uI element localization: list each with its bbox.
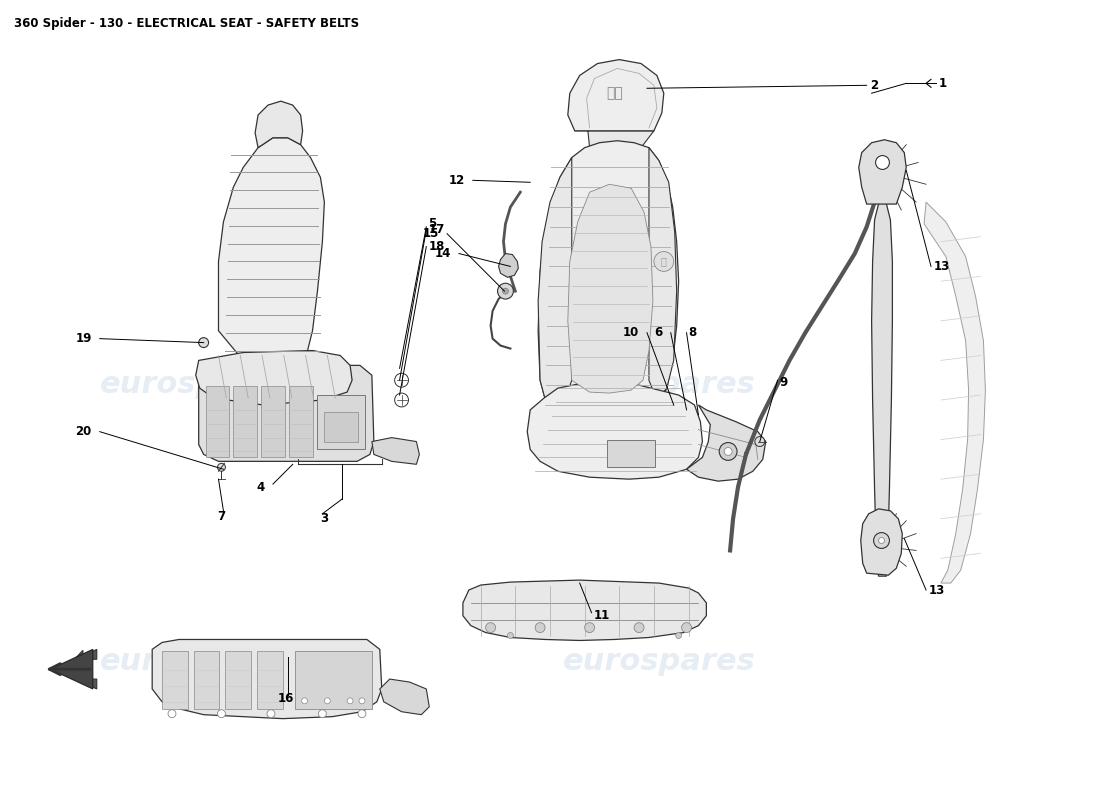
Text: 3: 3 xyxy=(320,512,329,526)
Polygon shape xyxy=(527,382,703,479)
Bar xyxy=(295,651,372,709)
Bar xyxy=(233,386,257,458)
Circle shape xyxy=(536,622,546,633)
Polygon shape xyxy=(538,158,572,410)
Circle shape xyxy=(301,698,308,704)
Polygon shape xyxy=(686,405,766,481)
Polygon shape xyxy=(219,138,324,372)
Text: 16: 16 xyxy=(277,692,294,706)
Circle shape xyxy=(497,283,514,299)
Circle shape xyxy=(876,155,890,170)
Polygon shape xyxy=(568,184,653,393)
Circle shape xyxy=(584,622,594,633)
Circle shape xyxy=(324,698,330,704)
Circle shape xyxy=(682,622,692,633)
Circle shape xyxy=(348,698,353,704)
Text: 2: 2 xyxy=(870,79,878,92)
Text: 360 Spider - 130 - ELECTRICAL SEAT - SAFETY BELTS: 360 Spider - 130 - ELECTRICAL SEAT - SAF… xyxy=(13,17,359,30)
Text: 20: 20 xyxy=(76,425,91,438)
Polygon shape xyxy=(498,254,518,278)
Polygon shape xyxy=(255,101,302,148)
Circle shape xyxy=(218,710,226,718)
Circle shape xyxy=(218,463,226,471)
Text: 9: 9 xyxy=(780,376,788,389)
Bar xyxy=(226,651,251,709)
Polygon shape xyxy=(860,509,902,575)
Polygon shape xyxy=(55,650,97,689)
Circle shape xyxy=(199,338,209,347)
Text: 1: 1 xyxy=(939,77,947,90)
Bar xyxy=(162,651,188,709)
Bar xyxy=(324,412,358,442)
Circle shape xyxy=(507,633,514,638)
Text: 10: 10 xyxy=(623,326,639,339)
Text: 4: 4 xyxy=(256,481,265,494)
Polygon shape xyxy=(196,350,352,405)
Circle shape xyxy=(719,442,737,460)
Circle shape xyxy=(168,710,176,718)
Circle shape xyxy=(267,710,275,718)
Circle shape xyxy=(358,710,366,718)
Text: eurospares: eurospares xyxy=(562,370,756,398)
Bar xyxy=(289,386,312,458)
Text: eurospares: eurospares xyxy=(100,370,293,398)
Polygon shape xyxy=(568,59,663,131)
Text: 𝑓: 𝑓 xyxy=(661,257,667,266)
Circle shape xyxy=(503,288,508,294)
Polygon shape xyxy=(649,148,676,400)
Text: 7: 7 xyxy=(218,510,226,523)
Bar xyxy=(318,395,365,450)
Polygon shape xyxy=(152,639,382,718)
Text: 14: 14 xyxy=(434,247,451,260)
Polygon shape xyxy=(51,650,92,689)
Text: 12: 12 xyxy=(449,174,465,187)
Circle shape xyxy=(486,622,496,633)
Bar xyxy=(206,386,230,458)
Circle shape xyxy=(395,393,408,407)
Text: 13: 13 xyxy=(934,260,950,273)
Circle shape xyxy=(318,710,327,718)
Circle shape xyxy=(873,533,890,549)
Text: 6: 6 xyxy=(654,326,663,339)
Text: 13: 13 xyxy=(930,583,945,597)
Bar xyxy=(257,651,283,709)
Polygon shape xyxy=(463,580,706,641)
Circle shape xyxy=(879,538,884,543)
Text: 11: 11 xyxy=(594,610,609,622)
Bar xyxy=(194,651,220,709)
Text: eurospares: eurospares xyxy=(562,646,756,676)
Text: 𝑓𝑓: 𝑓𝑓 xyxy=(606,86,623,100)
Circle shape xyxy=(724,447,733,455)
Circle shape xyxy=(359,698,365,704)
Text: 17: 17 xyxy=(428,223,444,236)
Text: 8: 8 xyxy=(689,326,696,339)
Polygon shape xyxy=(372,438,419,464)
Polygon shape xyxy=(871,202,892,576)
Polygon shape xyxy=(199,366,374,462)
Circle shape xyxy=(634,622,643,633)
Polygon shape xyxy=(924,202,986,583)
Bar xyxy=(261,386,285,458)
Circle shape xyxy=(653,251,673,271)
Polygon shape xyxy=(538,141,679,422)
Text: 18: 18 xyxy=(428,240,444,253)
Text: eurospares: eurospares xyxy=(100,646,293,676)
Circle shape xyxy=(675,633,682,638)
Polygon shape xyxy=(574,128,653,148)
Polygon shape xyxy=(379,679,429,714)
Circle shape xyxy=(755,437,764,446)
Text: 5: 5 xyxy=(428,218,437,230)
Text: 15: 15 xyxy=(422,227,439,240)
Circle shape xyxy=(395,374,408,387)
Polygon shape xyxy=(859,140,906,204)
Bar xyxy=(607,439,654,467)
Text: 19: 19 xyxy=(76,332,91,345)
